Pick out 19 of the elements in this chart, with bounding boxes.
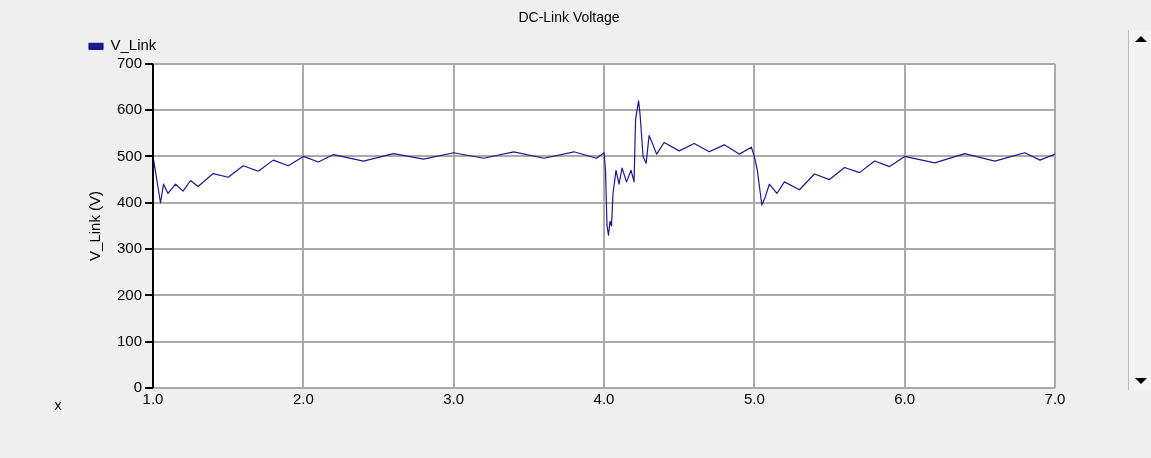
x-tick-label: 5.0 <box>743 390 765 408</box>
x-axis-title: x <box>54 396 63 414</box>
y-tick-label: 600 <box>116 100 142 118</box>
x-tick-label: 1.0 <box>142 390 164 408</box>
y-tick-label: 200 <box>116 285 142 303</box>
legend-label: V_Link <box>110 36 157 54</box>
y-tick-label: 100 <box>116 331 142 349</box>
y-tick-label: 700 <box>116 53 142 71</box>
x-tick-label: 6.0 <box>894 390 916 408</box>
y-tick-label: 500 <box>116 146 142 164</box>
y-tick-label: 0 <box>133 378 142 396</box>
x-tick-label: 7.0 <box>1044 390 1066 408</box>
x-tick-label: 4.0 <box>593 390 615 408</box>
y-axis-title: V_Link (V) <box>86 190 104 261</box>
x-tick-label: 3.0 <box>443 390 465 408</box>
y-tick-label: 400 <box>116 192 142 210</box>
y-tick-label: 300 <box>116 239 142 257</box>
chart-title: DC-Link Voltage <box>518 9 620 26</box>
x-tick-label: 2.0 <box>292 390 314 408</box>
